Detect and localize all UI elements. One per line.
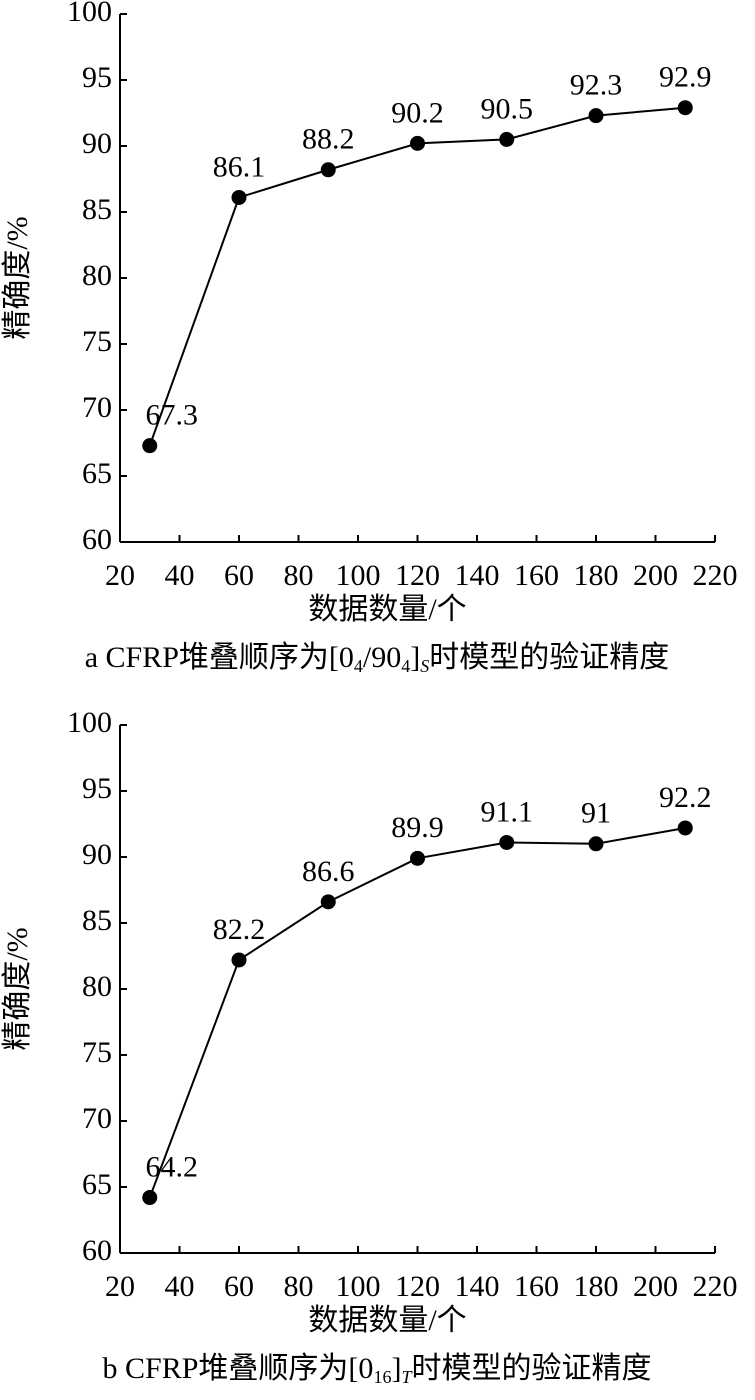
- data-label: 88.2: [302, 123, 355, 156]
- data-label: 67.3: [146, 399, 199, 432]
- y-tick-label: 65: [82, 1168, 112, 1201]
- data-point: [588, 108, 604, 124]
- x-tick-label: 100: [336, 559, 381, 592]
- caption-text: 时模型的验证精度: [429, 641, 669, 674]
- x-tick-label: 140: [455, 559, 500, 592]
- caption-subscript: T: [401, 1367, 413, 1387]
- caption-subscript: 4: [401, 656, 410, 676]
- y-tick-label: 85: [82, 193, 112, 226]
- data-label: 86.1: [213, 150, 266, 183]
- y-tick-label: 85: [82, 904, 112, 937]
- data-point: [410, 850, 425, 866]
- data-point: [499, 131, 515, 147]
- data-point: [320, 162, 336, 178]
- caption-text: a CFRP堆叠顺序为[0: [85, 641, 354, 674]
- y-tick-label: 80: [82, 259, 112, 292]
- y-axis-title: 精确度/%: [1, 216, 34, 339]
- data-point: [231, 952, 247, 968]
- x-tick-label: 60: [224, 1270, 254, 1303]
- y-tick-label: 75: [82, 325, 112, 358]
- data-label: 82.2: [213, 913, 266, 946]
- y-tick-label: 70: [82, 391, 112, 424]
- data-line: [148, 826, 686, 1198]
- caption: a CFRP堆叠顺序为[04/904]S时模型的验证精度: [85, 641, 670, 676]
- data-label: 91.1: [481, 795, 534, 828]
- y-axis-title: 精确度/%: [1, 927, 34, 1050]
- data-label: 92.9: [659, 61, 712, 94]
- y-tick-label: 90: [82, 127, 112, 160]
- caption-text: /90: [363, 641, 401, 674]
- data-point: [499, 834, 515, 850]
- caption-subscript: 16: [373, 1367, 391, 1387]
- y-tick-label: 80: [82, 970, 112, 1003]
- y-tick-label: 60: [82, 523, 112, 556]
- x-tick-label: 120: [395, 559, 440, 592]
- x-tick-label: 80: [284, 1270, 314, 1303]
- caption-text: b CFRP堆叠顺序为[0: [103, 1352, 374, 1385]
- data-label: 90.5: [481, 92, 534, 125]
- x-tick-label: 180: [574, 1270, 619, 1303]
- x-axis-title: 数据数量/个: [308, 1304, 466, 1337]
- x-tick-label: 40: [165, 559, 195, 592]
- x-tick-label: 20: [105, 1270, 135, 1303]
- y-tick-label: 95: [82, 772, 112, 805]
- data-label: 92.3: [570, 69, 623, 102]
- data-label: 64.2: [146, 1150, 199, 1183]
- x-tick-label: 160: [514, 559, 559, 592]
- caption-subscript: 4: [354, 656, 363, 676]
- caption-text: ]: [391, 1352, 401, 1385]
- x-tick-label: 200: [633, 1270, 678, 1303]
- data-label: 86.6: [302, 855, 355, 888]
- x-tick-label: 100: [336, 1270, 381, 1303]
- x-tick-label: 140: [455, 1270, 500, 1303]
- data-label: 90.2: [391, 96, 444, 129]
- y-tick-label: 60: [82, 1234, 112, 1267]
- x-tick-label: 180: [574, 559, 619, 592]
- data-point: [677, 100, 693, 116]
- caption-subscript: S: [420, 656, 429, 676]
- data-point: [588, 836, 604, 852]
- data-point: [142, 438, 158, 454]
- data-point: [410, 135, 425, 151]
- x-tick-label: 220: [693, 1270, 738, 1303]
- x-tick-label: 200: [633, 559, 678, 592]
- data-label: 91: [581, 797, 611, 830]
- data-point: [320, 894, 336, 910]
- y-tick-label: 75: [82, 1036, 112, 1069]
- x-tick-label: 20: [105, 559, 135, 592]
- y-tick-label: 100: [67, 706, 112, 739]
- x-tick-label: 160: [514, 1270, 559, 1303]
- y-tick-label: 90: [82, 838, 112, 871]
- data-label: 89.9: [391, 811, 444, 844]
- x-tick-label: 120: [395, 1270, 440, 1303]
- y-tick-label: 65: [82, 457, 112, 490]
- y-tick-label: 70: [82, 1102, 112, 1135]
- data-label: 92.2: [659, 781, 712, 814]
- caption-text: 时模型的验证精度: [411, 1352, 651, 1385]
- data-point: [142, 1190, 158, 1206]
- caption: b CFRP堆叠顺序为[016]T时模型的验证精度: [103, 1352, 652, 1387]
- x-axis-title: 数据数量/个: [308, 593, 466, 626]
- x-tick-label: 220: [693, 559, 738, 592]
- data-point: [677, 820, 693, 836]
- y-tick-label: 95: [82, 61, 112, 94]
- caption-text: ]: [410, 641, 420, 674]
- y-tick-label: 100: [67, 0, 112, 28]
- x-tick-label: 40: [165, 1270, 195, 1303]
- x-tick-label: 60: [224, 559, 254, 592]
- data-point: [231, 189, 247, 205]
- x-tick-label: 80: [284, 559, 314, 592]
